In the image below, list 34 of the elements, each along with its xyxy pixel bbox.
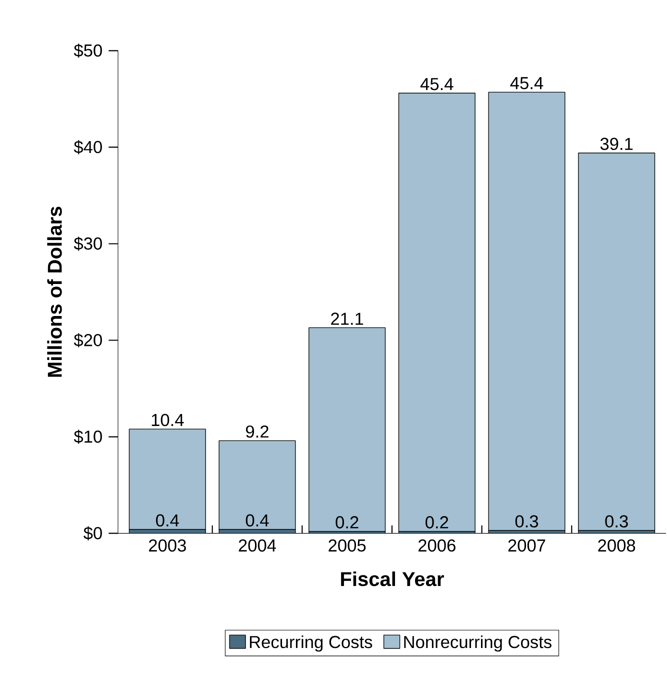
data-label: 0.2 [426, 516, 448, 528]
bar [129, 428, 206, 530]
x-tick-label: 2004 [239, 539, 276, 552]
legend-label: Recurring Costs [250, 635, 372, 652]
data-label: 10.4 [152, 414, 184, 426]
bar [578, 152, 656, 531]
data-label: 45.4 [510, 77, 544, 90]
data-label: 0.3 [516, 515, 538, 528]
bar [218, 440, 296, 530]
y-tick-label: $40 [74, 140, 102, 154]
y-tick-label: $0 [84, 526, 102, 540]
data-label: 21.1 [331, 312, 364, 325]
x-tick-label: 2008 [598, 539, 636, 552]
bar [398, 92, 476, 532]
y-axis-title: Millions of Dollars [47, 206, 62, 377]
y-tick-label: $50 [74, 44, 102, 58]
x-tick-label: 2007 [508, 539, 546, 552]
bar [308, 327, 386, 532]
legend-label: Nonrecurring Costs [404, 635, 552, 652]
data-label: 39.1 [600, 138, 633, 150]
data-label: 0.4 [246, 514, 269, 527]
data-label: 0.2 [336, 516, 358, 528]
y-tick-label: $10 [74, 430, 102, 444]
x-tick-label: 2006 [418, 539, 456, 552]
data-label: 45.4 [420, 78, 454, 90]
y-tick-label: $20 [74, 333, 102, 348]
x-axis-title: Fiscal Year [341, 571, 444, 586]
data-label: 9.2 [246, 425, 269, 438]
data-label: 0.4 [156, 514, 180, 527]
data-label: 0.3 [605, 515, 628, 528]
bar [488, 92, 566, 531]
x-tick-label: 2003 [149, 539, 186, 552]
y-tick-label: $30 [74, 236, 102, 251]
x-tick-label: 2005 [328, 539, 366, 552]
